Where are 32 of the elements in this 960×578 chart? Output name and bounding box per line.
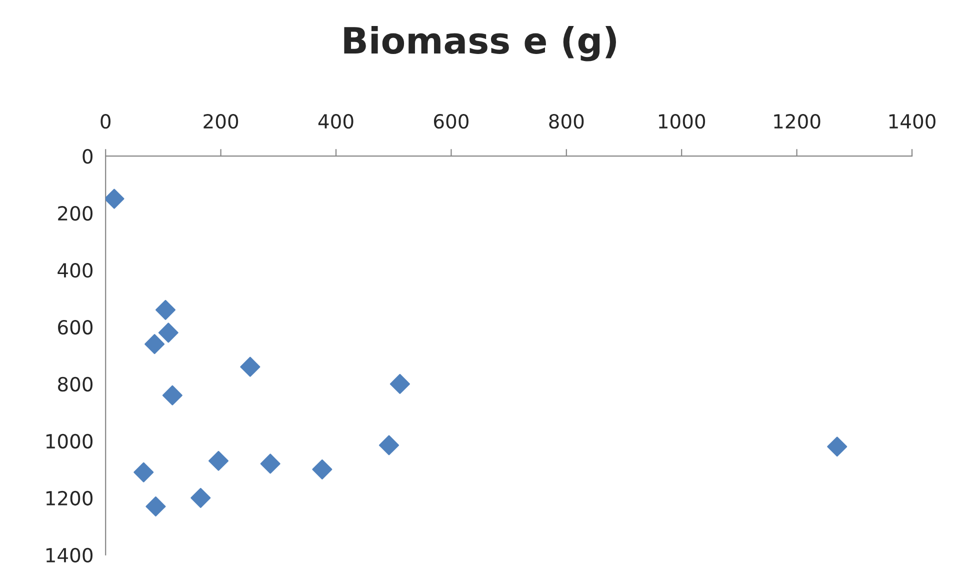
x-tick-label: 1000 bbox=[658, 114, 706, 129]
y-tick-label: 800 bbox=[58, 376, 92, 392]
y-tick-label: 600 bbox=[58, 320, 92, 335]
y-tick-label: 0 bbox=[82, 149, 93, 164]
point bbox=[134, 462, 154, 482]
point bbox=[106, 188, 124, 209]
point bbox=[158, 322, 178, 343]
x-tick-label: 1200 bbox=[774, 114, 820, 129]
point bbox=[190, 488, 211, 508]
x-tick-label: 0 bbox=[100, 114, 110, 129]
y-tick-label: 200 bbox=[58, 206, 92, 221]
point bbox=[378, 435, 400, 456]
point bbox=[208, 450, 229, 471]
point bbox=[144, 334, 165, 354]
y-tick-label: 1200 bbox=[46, 490, 92, 506]
x-tick-label: 200 bbox=[204, 114, 238, 129]
point bbox=[162, 385, 182, 406]
chart-title: Biomass e (g) bbox=[344, 26, 616, 62]
x-tick-label: 400 bbox=[318, 114, 354, 129]
point bbox=[312, 459, 332, 480]
point bbox=[390, 374, 410, 394]
y-tick-label: 400 bbox=[58, 262, 92, 278]
point bbox=[260, 454, 280, 474]
y-tick-label: 1400 bbox=[46, 548, 92, 563]
point bbox=[155, 300, 176, 320]
x-tick-label: 1400 bbox=[889, 114, 936, 129]
point bbox=[827, 436, 848, 457]
point bbox=[146, 496, 166, 516]
point bbox=[240, 356, 260, 377]
x-tick-label: 600 bbox=[434, 114, 468, 129]
y-tick-label: 1000 bbox=[46, 434, 92, 449]
x-tick-label: 800 bbox=[549, 114, 584, 129]
